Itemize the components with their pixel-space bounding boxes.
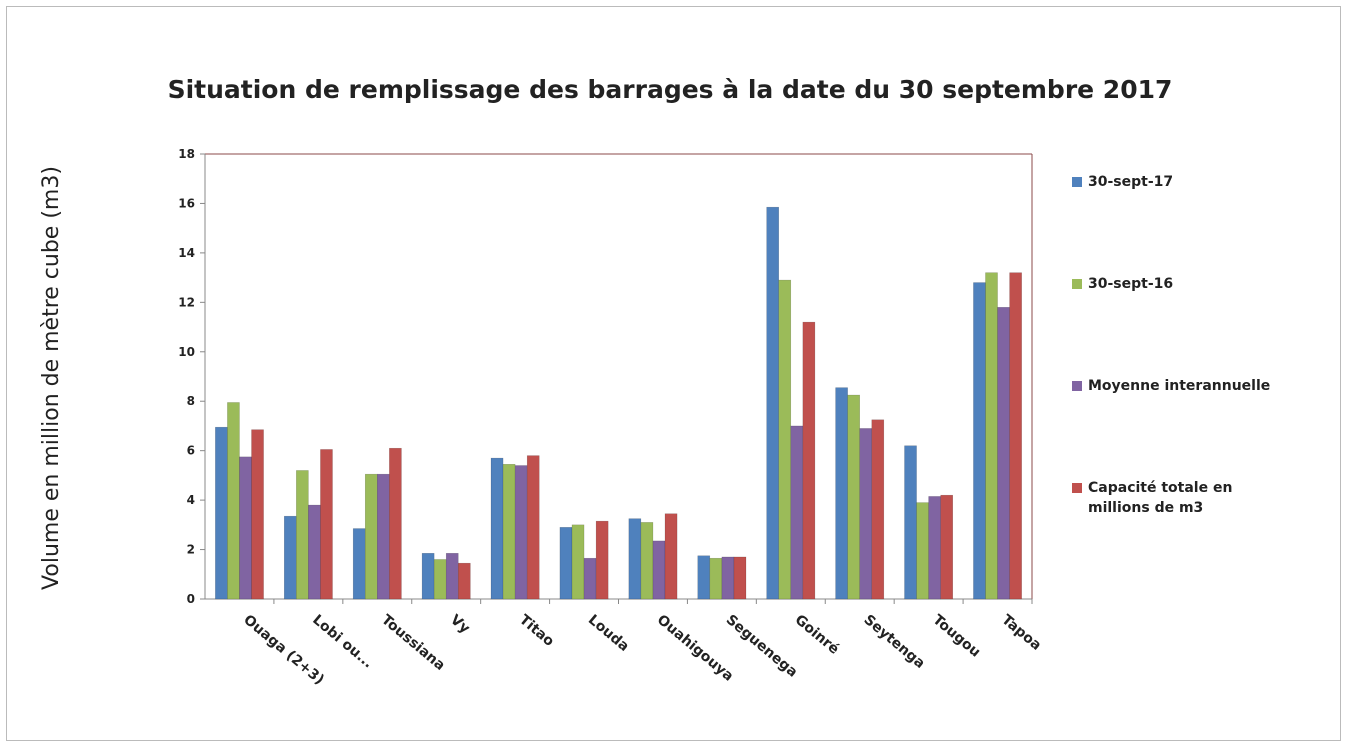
- bar: [559, 527, 573, 600]
- bar: [433, 559, 447, 600]
- legend-swatch: [1072, 381, 1082, 391]
- bar: [458, 562, 471, 600]
- bar: [421, 553, 435, 600]
- bar: [352, 528, 366, 600]
- y-tick-label: 0: [187, 592, 195, 606]
- x-tick-label: Toussiana: [378, 612, 448, 674]
- bar: [721, 556, 735, 600]
- bar: [445, 553, 459, 600]
- bar: [628, 518, 642, 600]
- bar: [847, 394, 860, 600]
- bar: [916, 502, 929, 600]
- bar: [526, 455, 540, 600]
- bar: [835, 387, 848, 600]
- bar: [514, 465, 528, 600]
- bar: [1009, 272, 1022, 600]
- legend-label: 30-sept-16: [1088, 276, 1174, 292]
- bar: [778, 279, 792, 600]
- bar: [652, 540, 666, 600]
- legend-swatch: [1072, 177, 1082, 187]
- legend-entry: 30-sept-17: [1072, 172, 1342, 192]
- bar: [583, 557, 597, 600]
- bar: [904, 445, 917, 600]
- bar: [790, 425, 804, 600]
- bar: [997, 307, 1010, 600]
- bar: [215, 426, 228, 600]
- bar: [859, 428, 873, 600]
- y-tick-label: 6: [187, 444, 195, 458]
- bar: [284, 515, 297, 600]
- bar: [389, 447, 402, 600]
- bar: [640, 522, 654, 600]
- bar: [490, 457, 504, 600]
- bar: [871, 419, 885, 600]
- y-tick-label: 8: [187, 394, 195, 408]
- bar: [320, 449, 333, 600]
- bar: [595, 520, 609, 600]
- y-tick-label: 16: [178, 196, 195, 210]
- x-tick-label: Seytenga: [861, 612, 928, 672]
- bar: [802, 321, 816, 600]
- legend-swatch: [1072, 279, 1082, 289]
- bar: [239, 456, 252, 600]
- bar: [308, 504, 321, 600]
- bar: [940, 494, 953, 600]
- chart-title: Situation de remplissage des barrages à …: [167, 75, 1173, 104]
- bar: [364, 473, 378, 600]
- bar: [502, 464, 516, 600]
- x-tick-label: Tougou: [929, 612, 983, 661]
- x-tick-label: Titao: [516, 612, 557, 650]
- bar: [377, 473, 390, 600]
- bar: [571, 524, 585, 600]
- bar: [251, 429, 264, 600]
- y-tick-label: 18: [178, 147, 195, 161]
- legend-label: Moyenne interannuelle: [1088, 378, 1271, 394]
- x-tick-label: Lobi ou...: [309, 612, 376, 672]
- bar: [766, 206, 779, 600]
- y-tick-label: 12: [178, 295, 195, 309]
- x-tick-label: Louda: [585, 612, 632, 655]
- bar: [296, 470, 309, 600]
- frame: [6, 6, 1341, 741]
- y-tick-label: 2: [187, 543, 195, 557]
- y-axis-label: Volume en million de mètre cube (m3): [39, 166, 64, 590]
- bar: [928, 496, 941, 600]
- legend-entry: 30-sept-16: [1072, 274, 1342, 294]
- y-tick-label: 4: [187, 493, 195, 507]
- bar: [733, 556, 747, 600]
- x-tick-label: Goinré: [792, 612, 842, 658]
- legend-swatch: [1072, 483, 1082, 493]
- legend-label: Capacité totale en millions de m3: [1088, 480, 1233, 516]
- bar: [697, 555, 711, 600]
- y-tick-label: 10: [178, 345, 195, 359]
- bar: [227, 402, 240, 600]
- bar: [664, 513, 678, 600]
- y-tick-label: 14: [178, 246, 195, 260]
- bar: [973, 282, 986, 600]
- legend-entry: Capacité totale en millions de m3: [1072, 478, 1342, 518]
- bar: [709, 557, 723, 600]
- legend-label: 30-sept-17: [1088, 174, 1174, 190]
- bar: [985, 272, 998, 600]
- legend-entry: Moyenne interannuelle: [1072, 376, 1342, 396]
- x-tick-label: Vy: [447, 612, 473, 637]
- x-tick-label: Tapoa: [998, 612, 1044, 654]
